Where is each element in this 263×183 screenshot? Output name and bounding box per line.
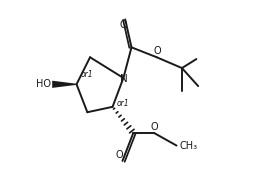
Polygon shape	[52, 81, 77, 88]
Text: CH₃: CH₃	[179, 141, 198, 151]
Text: N: N	[120, 74, 128, 84]
Text: or1: or1	[117, 99, 130, 108]
Text: O: O	[154, 46, 161, 56]
Text: O: O	[120, 20, 127, 30]
Text: or1: or1	[81, 70, 94, 79]
Text: HO: HO	[36, 79, 51, 89]
Text: O: O	[116, 150, 124, 160]
Text: O: O	[150, 122, 158, 132]
